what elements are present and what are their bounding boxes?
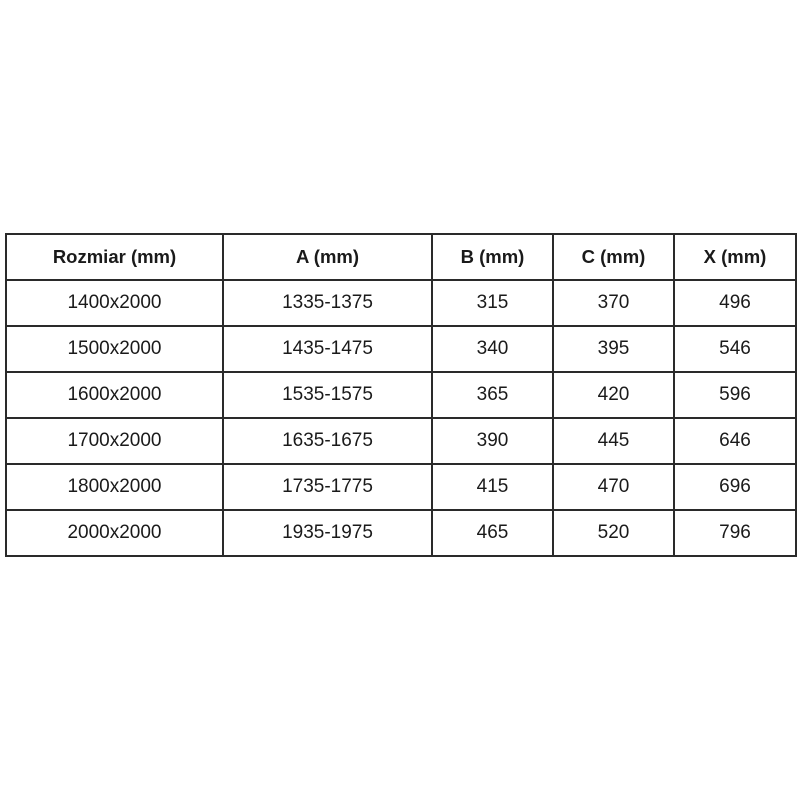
- cell-b: 340: [431, 325, 554, 373]
- cell-size: 1400x2000: [5, 279, 224, 327]
- cell-b: 315: [431, 279, 554, 327]
- header-row: Rozmiar (mm) A (mm) B (mm) C (mm) X (mm): [5, 233, 797, 281]
- cell-x: 696: [673, 463, 797, 511]
- table-row: 1800x2000 1735-1775 415 470 696: [5, 463, 797, 511]
- table-row: 1700x2000 1635-1675 390 445 646: [5, 417, 797, 465]
- cell-x: 496: [673, 279, 797, 327]
- cell-c: 520: [552, 509, 675, 557]
- cell-a: 1635-1675: [222, 417, 433, 465]
- cell-c: 470: [552, 463, 675, 511]
- cell-size: 1700x2000: [5, 417, 224, 465]
- header-size: Rozmiar (mm): [5, 233, 224, 281]
- header-b: B (mm): [431, 233, 554, 281]
- cell-a: 1335-1375: [222, 279, 433, 327]
- cell-size: 1800x2000: [5, 463, 224, 511]
- cell-size: 1500x2000: [5, 325, 224, 373]
- cell-size: 1600x2000: [5, 371, 224, 419]
- cell-b: 365: [431, 371, 554, 419]
- cell-x: 796: [673, 509, 797, 557]
- table-row: 1600x2000 1535-1575 365 420 596: [5, 371, 797, 419]
- cell-x: 596: [673, 371, 797, 419]
- cell-c: 445: [552, 417, 675, 465]
- header-a: A (mm): [222, 233, 433, 281]
- cell-c: 370: [552, 279, 675, 327]
- cell-size: 2000x2000: [5, 509, 224, 557]
- header-c: C (mm): [552, 233, 675, 281]
- table-row: 1500x2000 1435-1475 340 395 546: [5, 325, 797, 373]
- cell-a: 1535-1575: [222, 371, 433, 419]
- cell-x: 646: [673, 417, 797, 465]
- cell-c: 395: [552, 325, 675, 373]
- cell-b: 415: [431, 463, 554, 511]
- cell-c: 420: [552, 371, 675, 419]
- header-x: X (mm): [673, 233, 797, 281]
- cell-x: 546: [673, 325, 797, 373]
- dimensions-table: Rozmiar (mm) A (mm) B (mm) C (mm) X (mm)…: [5, 233, 797, 557]
- cell-a: 1935-1975: [222, 509, 433, 557]
- cell-a: 1435-1475: [222, 325, 433, 373]
- cell-b: 465: [431, 509, 554, 557]
- cell-b: 390: [431, 417, 554, 465]
- table-row: 2000x2000 1935-1975 465 520 796: [5, 509, 797, 557]
- table-row: 1400x2000 1335-1375 315 370 496: [5, 279, 797, 327]
- cell-a: 1735-1775: [222, 463, 433, 511]
